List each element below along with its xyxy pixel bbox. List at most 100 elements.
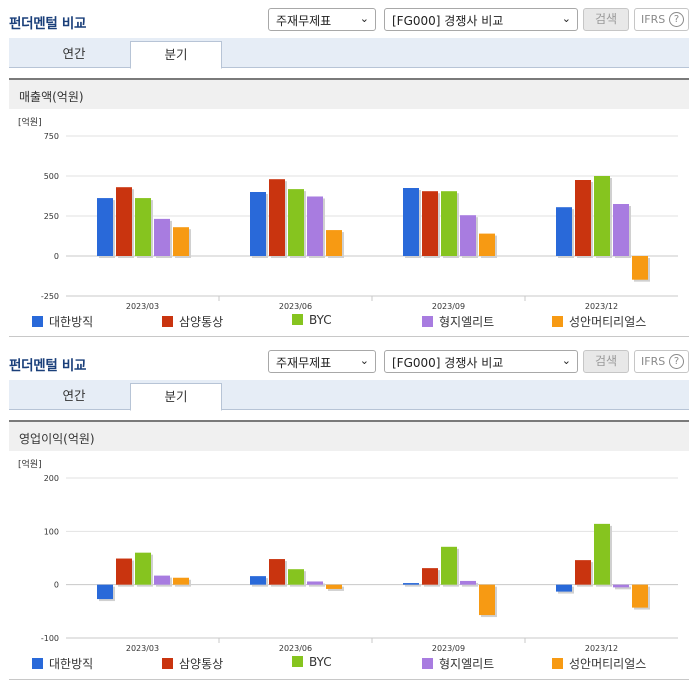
ifrs-label: IFRS <box>641 355 666 368</box>
revenue-chart: [억원]750 500 250 0 -250 2023/03 2023/06 2023/09 2… <box>18 116 678 311</box>
legend-label: BYC <box>309 313 332 327</box>
legend-item[interactable]: 대한방직 <box>32 655 93 672</box>
tab-annual[interactable]: 연간 <box>62 46 86 61</box>
bar-4-2023/12 <box>613 204 629 256</box>
bar-2-2023/09 <box>422 191 438 256</box>
tab-quarterly[interactable]: 분기 <box>130 383 222 411</box>
bar-4-2023/06 <box>307 581 323 585</box>
axis-unit-label: [억원] <box>18 458 42 470</box>
panel-title: 펀더멘털 비교 <box>9 16 87 32</box>
period-tabs: 연간 분기 <box>9 380 689 411</box>
y-tick-label: -250 <box>41 292 59 301</box>
legend-item[interactable]: BYC <box>292 655 332 669</box>
search-button[interactable]: 검색 <box>583 8 629 31</box>
panel-header: 펀더멘털 비교 주재무제표 ⌄ [FG000] 경쟁사 비교 ⌄ 검색 IFRS… <box>0 0 696 38</box>
legend-swatch <box>552 316 563 327</box>
bar-5-2023/12 <box>632 256 648 280</box>
y-tick-label: 500 <box>44 172 59 181</box>
legend-swatch <box>292 314 303 325</box>
legend-item[interactable]: 성안머티리얼스 <box>552 655 646 672</box>
legend-item[interactable]: 형지엘리트 <box>422 655 494 672</box>
bar-2-2023/12 <box>575 560 591 585</box>
period-tabs: 연간 분기 <box>9 38 689 69</box>
ifrs-help-button[interactable]: IFRS ? <box>634 350 689 373</box>
statement-select-value: 주재무제표 <box>276 14 332 28</box>
bar-1-2023/09 <box>403 188 419 256</box>
legend-label: 대한방직 <box>49 315 94 329</box>
question-circle-icon: ? <box>669 354 684 369</box>
chevron-down-icon: ⌄ <box>359 354 369 367</box>
y-tick-label: 100 <box>44 527 59 536</box>
bar-shadow <box>405 585 421 587</box>
bar-5-2023/03 <box>173 577 189 585</box>
y-tick-label: 250 <box>44 212 59 221</box>
chevron-down-icon: ⌄ <box>561 354 571 367</box>
legend-item[interactable]: 삼양통상 <box>162 655 223 672</box>
question-circle-icon: ? <box>669 12 684 27</box>
bar-4-2023/09 <box>460 580 476 585</box>
search-button[interactable]: 검색 <box>583 350 629 373</box>
statement-select[interactable]: 주재무제표 ⌄ <box>268 350 376 373</box>
y-tick-label: 750 <box>44 132 59 141</box>
x-category-label: 2023/03 <box>126 644 159 653</box>
bar-3-2023/12 <box>594 523 610 585</box>
statement-select-value: 주재무제표 <box>276 356 332 370</box>
chevron-down-icon: ⌄ <box>561 12 571 25</box>
ifrs-help-button[interactable]: IFRS ? <box>634 8 689 31</box>
x-category-label: 2023/09 <box>432 644 465 653</box>
x-category-label: 2023/06 <box>279 302 312 311</box>
bar-2-2023/09 <box>422 568 438 585</box>
bar-5-2023/06 <box>326 584 342 589</box>
peer-group-select[interactable]: [FG000] 경쟁사 비교 ⌄ <box>384 8 578 31</box>
legend-label: 성안머티리얼스 <box>569 315 647 329</box>
legend-swatch <box>422 658 433 669</box>
bar-1-2023/03 <box>97 584 113 600</box>
x-category-label: 2023/03 <box>126 302 159 311</box>
bar-5-2023/06 <box>326 230 342 256</box>
bar-shadow <box>309 583 325 587</box>
tab-quarterly[interactable]: 분기 <box>130 41 222 69</box>
y-tick-label: 0 <box>54 252 59 261</box>
bar-2-2023/12 <box>575 180 591 256</box>
bar-1-2023/06 <box>250 576 266 585</box>
legend-label: 삼양통상 <box>179 657 224 671</box>
legend-item[interactable]: 대한방직 <box>32 313 93 330</box>
bar-2-2023/03 <box>116 558 132 585</box>
bar-4-2023/09 <box>460 215 476 256</box>
peer-group-select-value: [FG000] 경쟁사 비교 <box>392 356 504 370</box>
bar-4-2023/12 <box>613 584 629 588</box>
chart-title-bar: 영업이익(억원) <box>9 420 689 451</box>
legend-item[interactable]: 형지엘리트 <box>422 313 494 330</box>
ifrs-label: IFRS <box>641 13 666 26</box>
divider <box>9 336 689 337</box>
bar-2-2023/03 <box>116 187 132 256</box>
chevron-down-icon: ⌄ <box>359 12 369 25</box>
bar-5-2023/09 <box>479 233 495 256</box>
tab-annual[interactable]: 연간 <box>62 388 86 403</box>
y-tick-label: 200 <box>44 474 59 483</box>
legend-item[interactable]: 성안머티리얼스 <box>552 313 646 330</box>
bar-3-2023/03 <box>135 198 151 256</box>
statement-select[interactable]: 주재무제표 ⌄ <box>268 8 376 31</box>
bar-5-2023/03 <box>173 227 189 256</box>
x-category-label: 2023/12 <box>585 302 618 311</box>
legend-label: 형지엘리트 <box>439 315 495 329</box>
bar-1-2023/03 <box>97 198 113 256</box>
legend-item[interactable]: 삼양통상 <box>162 313 223 330</box>
peer-group-select[interactable]: [FG000] 경쟁사 비교 ⌄ <box>384 350 578 373</box>
bar-1-2023/06 <box>250 192 266 256</box>
operating-profit-chart: [억원]200 100 0 -100 2023/03 2023/06 2023/09 2023… <box>18 458 678 653</box>
y-tick-label: -100 <box>41 634 59 643</box>
legend-swatch <box>32 658 43 669</box>
chart-legend: 대한방직 삼양통상 BYC 형지엘리트 성안머티리얼스 <box>0 655 696 673</box>
axis-unit-label: [억원] <box>18 116 42 128</box>
legend-item[interactable]: BYC <box>292 313 332 327</box>
panel-title: 펀더멘털 비교 <box>9 358 87 374</box>
chart-legend: 대한방직 삼양통상 BYC 형지엘리트 성안머티리얼스 <box>0 313 696 331</box>
bar-1-2023/12 <box>556 584 572 592</box>
peer-group-select-value: [FG000] 경쟁사 비교 <box>392 14 504 28</box>
legend-label: 삼양통상 <box>179 315 224 329</box>
bar-4-2023/03 <box>154 218 170 256</box>
legend-swatch <box>162 316 173 327</box>
bar-3-2023/06 <box>288 569 304 585</box>
